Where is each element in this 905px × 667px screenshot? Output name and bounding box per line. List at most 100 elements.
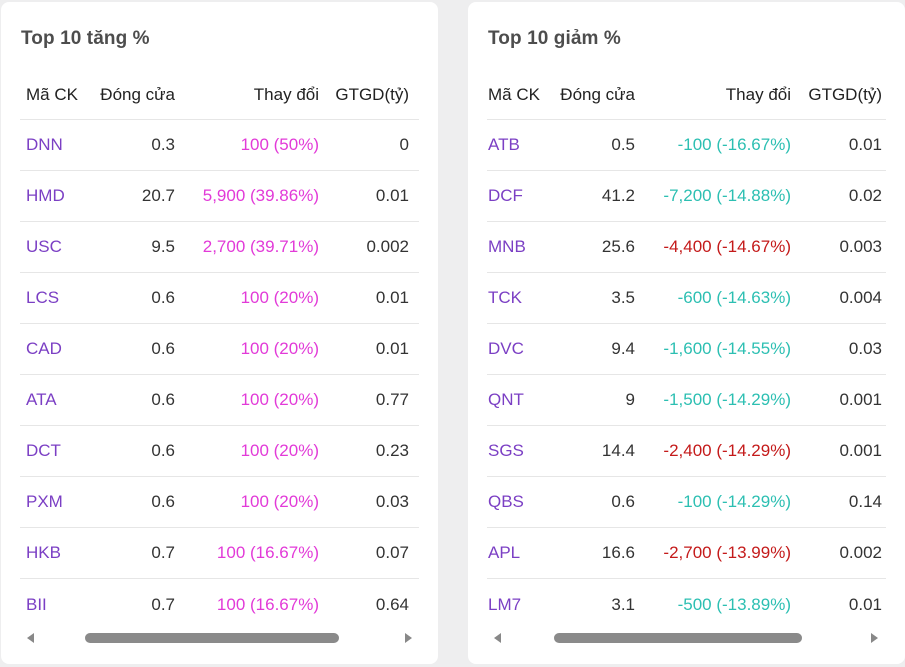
table-row[interactable]: MNB 25.6 -4,400 (-14.67%) 0.003 — [487, 222, 886, 273]
header-close[interactable]: Đóng cửa — [560, 84, 635, 104]
header-symbol[interactable]: Mã CK — [488, 84, 540, 104]
header-close[interactable]: Đóng cửa — [100, 84, 175, 104]
table-row[interactable]: QBS 0.6 -100 (-14.29%) 0.14 — [487, 477, 886, 528]
close-price: 0.7 — [151, 594, 175, 614]
close-price: 0.6 — [611, 492, 635, 511]
header-value[interactable]: GTGD(tỷ) — [808, 84, 882, 104]
trading-value: 0.77 — [375, 390, 409, 409]
table-row[interactable]: ATB 0.5 -100 (-16.67%) 0.01 — [487, 120, 886, 171]
gainers-title: Top 10 tăng % — [21, 28, 150, 49]
losers-table: Mã CK Đóng cửa Thay đổi GTGD(tỷ) ATB 0.5 -… — [487, 70, 886, 630]
stock-symbol-link[interactable]: HKB — [26, 543, 61, 562]
losers-table-body: ATB 0.5 -100 (-16.67%) 0.01 DCF 41.2 -7,200 (-… — [487, 120, 886, 630]
table-row[interactable]: LM7 3.1 -500 (-13.89%) 0.01 — [487, 579, 886, 630]
close-price: 0.6 — [151, 441, 175, 460]
gainers-table-body: DNN 0.3 100 (50%) 0 HMD 20.7 5,900 (39.86%) 0.0… — [20, 120, 419, 630]
scroll-left-arrow-icon[interactable] — [27, 633, 34, 643]
price-change: 100 (20%) — [240, 441, 319, 460]
gainers-table: Mã CK Đóng cửa Thay đổi GTGD(tỷ) DNN 0.3 1… — [20, 70, 419, 630]
table-row[interactable]: QNT 9 -1,500 (-14.29%) 0.001 — [487, 375, 886, 426]
trading-value: 0.07 — [375, 543, 409, 562]
price-change: 100 (20%) — [240, 339, 319, 358]
stock-symbol-link[interactable]: DVC — [488, 339, 524, 358]
trading-value: 0.01 — [848, 135, 882, 154]
stock-symbol-link[interactable]: ATB — [488, 135, 520, 154]
price-change: -4,400 (-14.67%) — [663, 237, 791, 256]
stock-symbol-link[interactable]: PXM — [26, 492, 63, 511]
stock-symbol-link[interactable]: USC — [26, 237, 62, 256]
stock-symbol-link[interactable]: TCK — [488, 288, 522, 307]
close-price: 9.4 — [611, 339, 635, 358]
stock-symbol-link[interactable]: DCF — [488, 186, 523, 205]
trading-value: 0.01 — [375, 288, 409, 307]
header-change[interactable]: Thay đổi — [725, 84, 791, 104]
price-change: 100 (20%) — [240, 390, 319, 409]
table-row[interactable]: DCF 41.2 -7,200 (-14.88%) 0.02 — [487, 171, 886, 222]
table-row[interactable]: PXM 0.6 100 (20%) 0.03 — [20, 477, 419, 528]
losers-title: Top 10 giảm % — [488, 28, 621, 49]
table-row[interactable]: TCK 3.5 -600 (-14.63%) 0.004 — [487, 273, 886, 324]
close-price: 0.6 — [151, 390, 175, 409]
table-row[interactable]: DCT 0.6 100 (20%) 0.23 — [20, 426, 419, 477]
top-gainers-card: Top 10 tăng % Mã CK Đóng cửa Thay đổi GT… — [1, 2, 438, 664]
losers-table-header: Mã CK Đóng cửa Thay đổi GTGD(tỷ) — [487, 70, 886, 120]
trading-value: 0.001 — [839, 390, 882, 409]
close-price: 0.7 — [151, 543, 175, 562]
price-change: 100 (16.67%) — [216, 543, 319, 562]
stock-symbol-link[interactable]: HMD — [26, 186, 65, 205]
price-change: 100 (20%) — [240, 288, 319, 307]
trading-value: 0.03 — [375, 492, 409, 511]
scroll-right-arrow-icon[interactable] — [871, 633, 878, 643]
table-row[interactable]: CAD 0.6 100 (20%) 0.01 — [20, 324, 419, 375]
table-row[interactable]: HKB 0.7 100 (16.67%) 0.07 — [20, 528, 419, 579]
stock-symbol-link[interactable]: QNT — [488, 390, 524, 409]
stock-symbol-link[interactable]: LM7 — [488, 594, 522, 614]
stock-symbol-link[interactable]: BII — [26, 594, 47, 614]
stock-symbol-link[interactable]: DCT — [26, 441, 61, 460]
close-price: 41.2 — [601, 186, 635, 205]
close-price: 16.6 — [601, 543, 635, 562]
table-row[interactable]: USC 9.5 2,700 (39.71%) 0.002 — [20, 222, 419, 273]
table-row[interactable]: APL 16.6 -2,700 (-13.99%) 0.002 — [487, 528, 886, 579]
stock-symbol-link[interactable]: APL — [488, 543, 521, 562]
close-price: 14.4 — [601, 441, 635, 460]
table-row[interactable]: DNN 0.3 100 (50%) 0 — [20, 120, 419, 171]
scrollbar-thumb[interactable] — [85, 633, 339, 643]
price-change: -100 (-16.67%) — [677, 135, 791, 154]
trading-value: 0.14 — [848, 492, 882, 511]
stock-symbol-link[interactable]: MNB — [488, 237, 526, 256]
close-price: 0.3 — [151, 135, 175, 154]
price-change: 100 (16.67%) — [216, 594, 319, 614]
trading-value: 0.01 — [375, 186, 409, 205]
close-price: 0.6 — [151, 492, 175, 511]
table-row[interactable]: BII 0.7 100 (16.67%) 0.64 — [20, 579, 419, 630]
header-change[interactable]: Thay đổi — [253, 84, 319, 104]
scrollbar-thumb[interactable] — [554, 633, 802, 643]
scroll-left-arrow-icon[interactable] — [494, 633, 501, 643]
header-value[interactable]: GTGD(tỷ) — [335, 84, 409, 104]
top-losers-card: Top 10 giảm % Mã CK Đóng cửa Thay đổi GT… — [468, 2, 905, 664]
stock-symbol-link[interactable]: DNN — [26, 135, 63, 154]
stock-symbol-link[interactable]: CAD — [26, 339, 62, 358]
price-change: -100 (-14.29%) — [677, 492, 791, 511]
gainers-horizontal-scrollbar[interactable] — [20, 629, 419, 647]
trading-value: 0.01 — [848, 594, 882, 614]
close-price: 25.6 — [601, 237, 635, 256]
table-row[interactable]: LCS 0.6 100 (20%) 0.01 — [20, 273, 419, 324]
stock-symbol-link[interactable]: QBS — [488, 492, 524, 511]
scroll-right-arrow-icon[interactable] — [405, 633, 412, 643]
losers-horizontal-scrollbar[interactable] — [487, 629, 885, 647]
trading-value: 0.64 — [375, 594, 409, 614]
trading-value: 0.001 — [839, 441, 882, 460]
table-row[interactable]: SGS 14.4 -2,400 (-14.29%) 0.001 — [487, 426, 886, 477]
close-price: 3.1 — [611, 594, 635, 614]
table-row[interactable]: DVC 9.4 -1,600 (-14.55%) 0.03 — [487, 324, 886, 375]
header-symbol[interactable]: Mã CK — [26, 84, 78, 104]
table-row[interactable]: HMD 20.7 5,900 (39.86%) 0.01 — [20, 171, 419, 222]
table-row[interactable]: ATA 0.6 100 (20%) 0.77 — [20, 375, 419, 426]
close-price: 9 — [625, 390, 635, 409]
stock-symbol-link[interactable]: SGS — [488, 441, 524, 460]
price-change: 100 (50%) — [240, 135, 319, 154]
stock-symbol-link[interactable]: LCS — [26, 288, 60, 307]
stock-symbol-link[interactable]: ATA — [26, 390, 57, 409]
